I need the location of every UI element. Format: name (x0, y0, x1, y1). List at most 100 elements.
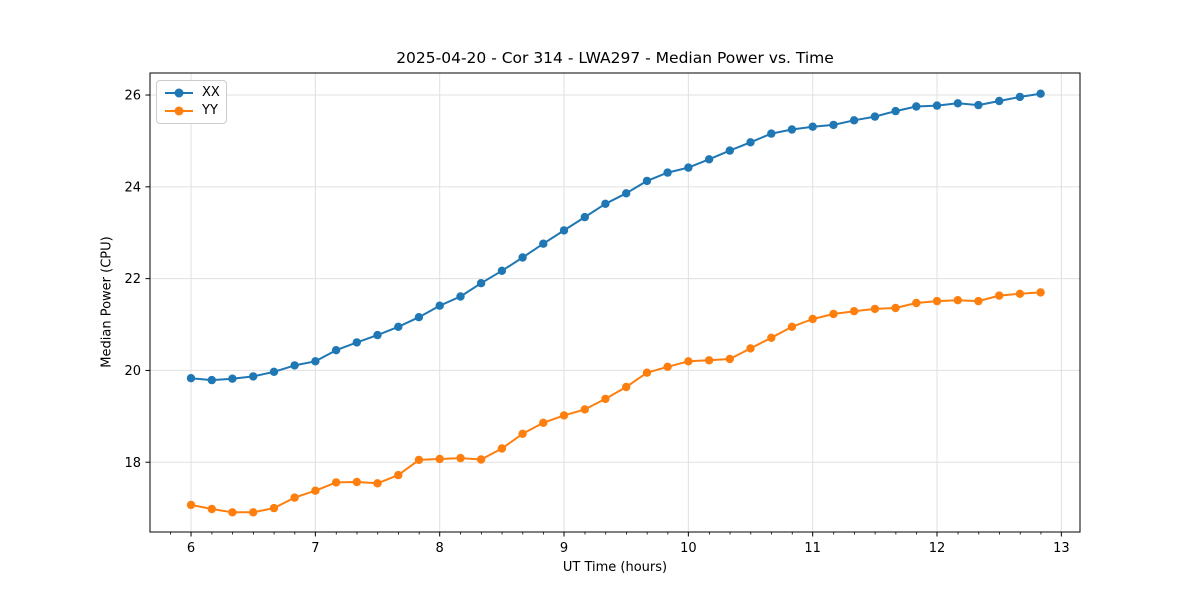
data-point-yy (207, 504, 216, 514)
data-point-xx (642, 176, 652, 186)
data-point-xx (476, 279, 486, 288)
data-point-xx (767, 129, 776, 138)
data-point-xx (912, 102, 921, 111)
legend-line-sample-icon (165, 106, 193, 116)
data-point-yy (767, 333, 776, 342)
data-point-xx (1015, 92, 1025, 102)
data-point-xx (1036, 89, 1045, 98)
x-tick-label: 6 (187, 541, 195, 556)
data-point-yy (559, 411, 569, 420)
data-point-xx (435, 301, 444, 310)
data-point-xx (808, 122, 817, 131)
x-tick-label: 12 (929, 541, 946, 556)
data-point-yy (414, 455, 424, 465)
series-line-xx (190, 92, 1041, 382)
data-point-xx (373, 330, 382, 340)
data-point-yy (249, 508, 258, 517)
data-point-yy (995, 291, 1004, 300)
data-point-xx (207, 375, 216, 385)
data-point-yy (746, 344, 755, 353)
x-tick-label: 8 (436, 541, 444, 556)
legend-line-sample-icon (165, 88, 193, 98)
data-point-xx (414, 313, 424, 322)
y-tick-label: 18 (124, 456, 141, 471)
data-point-yy (476, 455, 486, 464)
data-point-xx (725, 146, 734, 155)
data-point-yy (704, 356, 714, 365)
data-point-yy (953, 296, 962, 305)
data-point-yy (808, 314, 817, 324)
x-tick-label: 10 (680, 541, 697, 556)
data-point-yy (580, 405, 589, 414)
data-point-yy (601, 394, 610, 404)
y-tick-label: 22 (124, 272, 141, 287)
data-point-yy (622, 382, 631, 392)
data-point-yy (373, 479, 382, 488)
data-point-xx (953, 99, 962, 108)
data-point-yy (912, 298, 921, 308)
data-point-xx (891, 106, 900, 116)
legend-marker-icon (174, 106, 184, 116)
legend: XX YY (156, 80, 227, 124)
data-point-yy (725, 354, 734, 364)
data-point-yy (394, 470, 403, 480)
data-point-yy (684, 357, 693, 366)
data-point-xx (622, 189, 631, 198)
legend-entry-xx: XX (165, 84, 220, 101)
data-point-xx (518, 253, 527, 262)
legend-entry-yy: YY (165, 103, 218, 119)
data-point-yy (186, 500, 196, 510)
data-point-xx (580, 212, 589, 222)
data-point-xx (228, 374, 237, 383)
data-point-yy (932, 296, 942, 306)
y-tick-label: 20 (124, 364, 141, 379)
data-point-xx (829, 120, 838, 130)
data-point-xx (331, 346, 341, 355)
data-point-xx (269, 367, 279, 376)
data-point-yy (539, 418, 548, 427)
legend-label: XX (202, 84, 220, 100)
x-axis-label: UT Time (hours) (562, 560, 668, 575)
data-point-yy (642, 368, 652, 377)
data-point-xx (186, 374, 196, 383)
x-tick-label: 11 (804, 541, 821, 556)
data-point-xx (497, 266, 507, 275)
data-point-yy (1015, 289, 1025, 298)
data-point-yy (829, 309, 838, 319)
data-point-xx (539, 239, 548, 248)
data-point-xx (995, 96, 1004, 106)
data-point-xx (849, 116, 859, 125)
data-point-yy (497, 444, 507, 453)
x-tick-label: 7 (311, 541, 319, 556)
legend-marker-icon (174, 88, 184, 98)
y-tick-label: 26 (124, 89, 141, 104)
data-point-yy (435, 454, 444, 464)
data-point-yy (290, 493, 299, 502)
data-point-yy (849, 307, 859, 316)
data-point-xx (746, 138, 755, 147)
x-tick-label: 9 (560, 541, 568, 556)
data-point-xx (974, 100, 983, 110)
data-point-yy (891, 303, 900, 313)
data-point-yy (870, 304, 880, 314)
data-point-yy (1036, 288, 1045, 297)
data-point-yy (787, 322, 797, 331)
data-point-xx (787, 125, 797, 134)
data-point-xx (932, 101, 942, 110)
data-point-xx (870, 112, 880, 121)
data-point-yy (352, 477, 361, 487)
data-point-yy (228, 508, 237, 517)
y-tick-label: 24 (124, 180, 141, 195)
data-point-yy (269, 503, 279, 513)
data-point-xx (663, 168, 672, 177)
series-line-yy (190, 291, 1041, 514)
data-point-xx (601, 199, 610, 208)
data-point-xx (704, 155, 714, 164)
data-point-xx (394, 322, 403, 331)
data-point-xx (352, 338, 361, 347)
data-point-xx (684, 163, 693, 172)
data-point-yy (663, 362, 672, 371)
data-point-xx (290, 361, 299, 370)
